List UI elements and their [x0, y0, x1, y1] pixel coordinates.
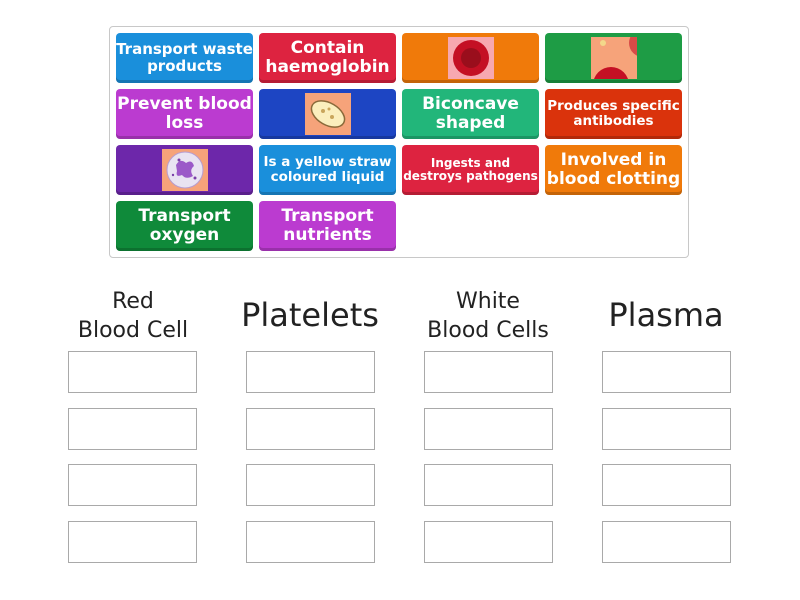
tile-label: Transport nutrients	[281, 205, 374, 245]
tile-prevent-blood-loss[interactable]: Prevent blood loss	[116, 89, 253, 139]
tile-red-blood-cell-image[interactable]	[402, 33, 539, 83]
drop-slot-red-blood-cell-2[interactable]	[68, 408, 197, 450]
tile-platelet-image[interactable]	[259, 89, 396, 139]
drop-slot-plasma-4[interactable]	[602, 521, 731, 563]
drop-slot-plasma-1[interactable]	[602, 351, 731, 393]
tile-contain-haemoglobin[interactable]: Contain haemoglobin	[259, 33, 396, 83]
tile-label: Contain haemoglobin	[265, 37, 390, 77]
tile-label: Transport oxygen	[138, 205, 231, 245]
tile-label: Ingests and destroys pathogens	[403, 155, 538, 183]
tile-label: Biconcave shaped	[422, 93, 519, 133]
drop-slot-platelets-2[interactable]	[246, 408, 375, 450]
tile-transport-waste[interactable]: Transport waste products	[116, 33, 253, 83]
drop-slot-platelets-1[interactable]	[246, 351, 375, 393]
tile-label: Is a yellow straw coloured liquid	[263, 153, 392, 185]
tile-biconcave[interactable]: Biconcave shaped	[402, 89, 539, 139]
tile-label: Transport waste products	[116, 40, 253, 75]
drop-slot-plasma-3[interactable]	[602, 464, 731, 506]
drop-slot-white-blood-cells-1[interactable]	[424, 351, 553, 393]
red-blood-cell-partial-icon	[590, 37, 637, 79]
tile-produces-antibodies[interactable]: Produces specific antibodies	[545, 89, 682, 139]
platelet-icon	[304, 93, 351, 135]
drop-slot-platelets-3[interactable]	[246, 464, 375, 506]
tile-transport-oxygen[interactable]: Transport oxygen	[116, 201, 253, 251]
category-header-plasma: Plasma	[578, 295, 754, 335]
drop-slot-plasma-2[interactable]	[602, 408, 731, 450]
tile-ingests-pathogens[interactable]: Ingests and destroys pathogens	[402, 145, 539, 195]
drop-slot-red-blood-cell-1[interactable]	[68, 351, 197, 393]
white-blood-cell-icon	[161, 149, 208, 191]
header-line: Blood Cells	[427, 318, 549, 343]
drop-slot-white-blood-cells-3[interactable]	[424, 464, 553, 506]
header-line: Red	[112, 289, 154, 314]
drop-slot-white-blood-cells-4[interactable]	[424, 521, 553, 563]
header-line: Platelets	[241, 296, 379, 334]
red-blood-cell-icon	[447, 37, 494, 79]
category-header-red-blood-cell: Red Blood Cell	[45, 287, 221, 345]
tile-red-blood-cell-partial-image[interactable]	[545, 33, 682, 83]
category-header-white-blood-cells: White Blood Cells	[400, 287, 576, 345]
tile-label: Produces specific antibodies	[547, 97, 680, 129]
tile-white-blood-cell-image[interactable]	[116, 145, 253, 195]
category-header-platelets: Platelets	[222, 295, 398, 335]
tile-yellow-liquid[interactable]: Is a yellow straw coloured liquid	[259, 145, 396, 195]
header-line: Blood Cell	[77, 318, 189, 343]
tile-label: Involved in blood clotting	[546, 149, 681, 189]
tile-blood-clotting[interactable]: Involved in blood clotting	[545, 145, 682, 195]
drop-slot-red-blood-cell-3[interactable]	[68, 464, 197, 506]
tile-transport-nutrients[interactable]: Transport nutrients	[259, 201, 396, 251]
drop-slot-platelets-4[interactable]	[246, 521, 375, 563]
drop-slot-white-blood-cells-2[interactable]	[424, 408, 553, 450]
tile-label: Prevent blood loss	[117, 93, 252, 133]
header-line: White	[456, 289, 520, 314]
header-line: Plasma	[608, 296, 724, 334]
drop-slot-red-blood-cell-4[interactable]	[68, 521, 197, 563]
